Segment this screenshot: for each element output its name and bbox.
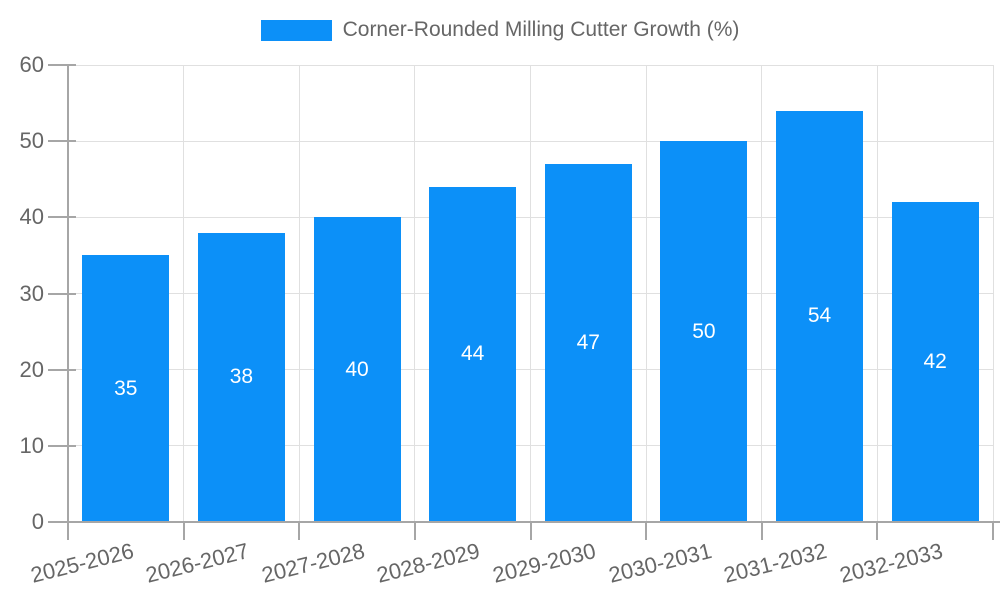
y-tick-label: 10 — [19, 432, 44, 458]
x-axis-tick — [67, 522, 69, 540]
x-tick-label: 2027-2028 — [258, 538, 368, 588]
x-axis-line — [48, 521, 1000, 523]
y-tick-label: 0 — [31, 509, 44, 534]
x-axis-tick — [413, 522, 416, 540]
bar[interactable] — [544, 164, 632, 522]
bar[interactable] — [429, 186, 517, 522]
bar-value-label: 44 — [461, 342, 485, 366]
x-gridline — [761, 65, 763, 522]
x-gridline — [530, 65, 531, 522]
y-tick-label: 50 — [19, 128, 44, 154]
bar[interactable] — [660, 141, 748, 522]
x-axis-tick — [992, 522, 994, 540]
bar[interactable] — [891, 202, 979, 522]
x-gridline — [414, 65, 416, 522]
x-axis-tick — [760, 522, 763, 540]
y-axis-tick — [48, 292, 76, 295]
bar-value-label: 35 — [114, 376, 138, 400]
x-tick-label: 2031-2032 — [721, 538, 830, 588]
x-gridline — [183, 65, 185, 522]
x-tick-label: 2028-2029 — [374, 538, 483, 588]
y-axis-tick — [48, 216, 76, 219]
y-axis-tick — [48, 444, 76, 447]
y-tick-label: 20 — [19, 356, 44, 382]
bar-value-label: 42 — [923, 350, 947, 374]
chart-legend[interactable]: Corner-Rounded Milling Cutter Growth (%) — [0, 18, 1000, 42]
bar[interactable] — [82, 255, 170, 522]
y-tick-label: 40 — [19, 204, 44, 230]
bar-value-label: 38 — [229, 365, 254, 389]
x-gridline — [645, 65, 647, 522]
y-axis-tick — [48, 64, 76, 66]
bar[interactable] — [313, 217, 401, 522]
y-tick-label: 60 — [19, 52, 44, 77]
x-gridline — [876, 65, 878, 522]
x-tick-label: 2026-2027 — [143, 538, 252, 588]
x-axis-tick — [298, 522, 301, 540]
x-axis-tick — [876, 522, 879, 540]
legend-swatch[interactable] — [260, 19, 332, 41]
y-axis-tick — [48, 368, 76, 371]
x-tick-label: 2025-2026 — [27, 538, 136, 588]
x-tick-label: 2030-2031 — [605, 538, 714, 588]
bar-value-label: 47 — [576, 331, 600, 354]
bar-value-label: 40 — [345, 357, 369, 381]
x-axis-tick — [529, 522, 532, 540]
bar[interactable] — [197, 232, 285, 522]
x-gridline — [298, 65, 300, 522]
legend-label: Corner-Rounded Milling Cutter Growth (%) — [342, 18, 740, 41]
x-axis-tick — [645, 522, 648, 540]
y-axis-line — [67, 65, 69, 522]
bar-value-label: 50 — [692, 319, 716, 343]
x-tick-label: 2029-2030 — [490, 538, 599, 588]
bar-value-label: 54 — [807, 304, 832, 328]
x-tick-label: 2032-2033 — [837, 538, 946, 588]
bar[interactable] — [776, 110, 864, 522]
x-gridline — [992, 65, 994, 522]
y-tick-label: 30 — [19, 280, 44, 306]
x-axis-tick — [182, 522, 185, 540]
y-axis-tick — [48, 140, 76, 143]
